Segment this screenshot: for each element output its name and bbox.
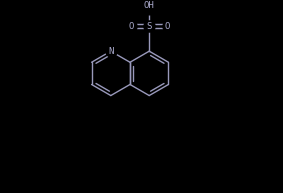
Text: O: O xyxy=(128,22,134,31)
Text: OH: OH xyxy=(144,1,155,10)
Text: S: S xyxy=(147,22,152,31)
Text: N: N xyxy=(108,47,113,56)
Text: O: O xyxy=(165,22,170,31)
